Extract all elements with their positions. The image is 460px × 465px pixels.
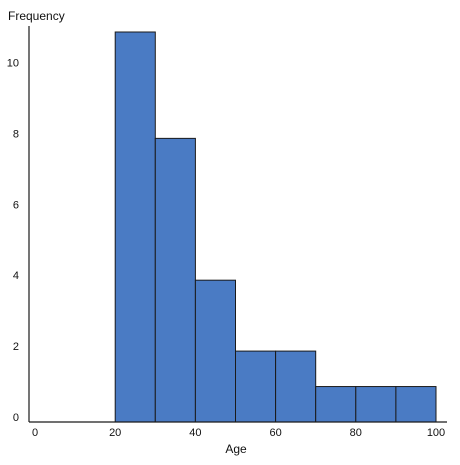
histogram-bar-40-50 — [194, 279, 236, 423]
histogram-bar-80-90 — [355, 386, 397, 423]
bars-layer — [114, 31, 437, 423]
y-tick-label: 8 — [13, 128, 19, 140]
y-axis-title: Frequency — [8, 9, 65, 23]
histogram-bar-70-80 — [315, 386, 357, 423]
ticks-layer: 0 20 40 60 80 100 0 2 4 6 8 10 — [7, 57, 445, 439]
axes-layer — [28, 26, 447, 423]
histogram-bar-50-60 — [235, 350, 277, 423]
x-tick-label: 0 — [32, 427, 38, 439]
x-tick-label: 80 — [350, 427, 362, 439]
x-tick-label: 20 — [109, 427, 121, 439]
histogram-bar-30-40 — [154, 137, 196, 423]
histogram-bar-20-30 — [114, 31, 156, 423]
x-axis-title: Age — [225, 442, 247, 456]
y-tick-label: 10 — [7, 57, 19, 69]
x-tick-label: 60 — [269, 427, 281, 439]
y-tick-label: 4 — [13, 270, 19, 282]
y-tick-label: 0 — [13, 412, 19, 424]
y-tick-label: 2 — [13, 341, 19, 353]
x-tick-label: 100 — [427, 427, 445, 439]
histogram-bar-60-70 — [275, 350, 317, 423]
y-tick-label: 6 — [13, 199, 19, 211]
x-tick-label: 40 — [189, 427, 201, 439]
histogram-bar-90-100 — [395, 386, 437, 423]
